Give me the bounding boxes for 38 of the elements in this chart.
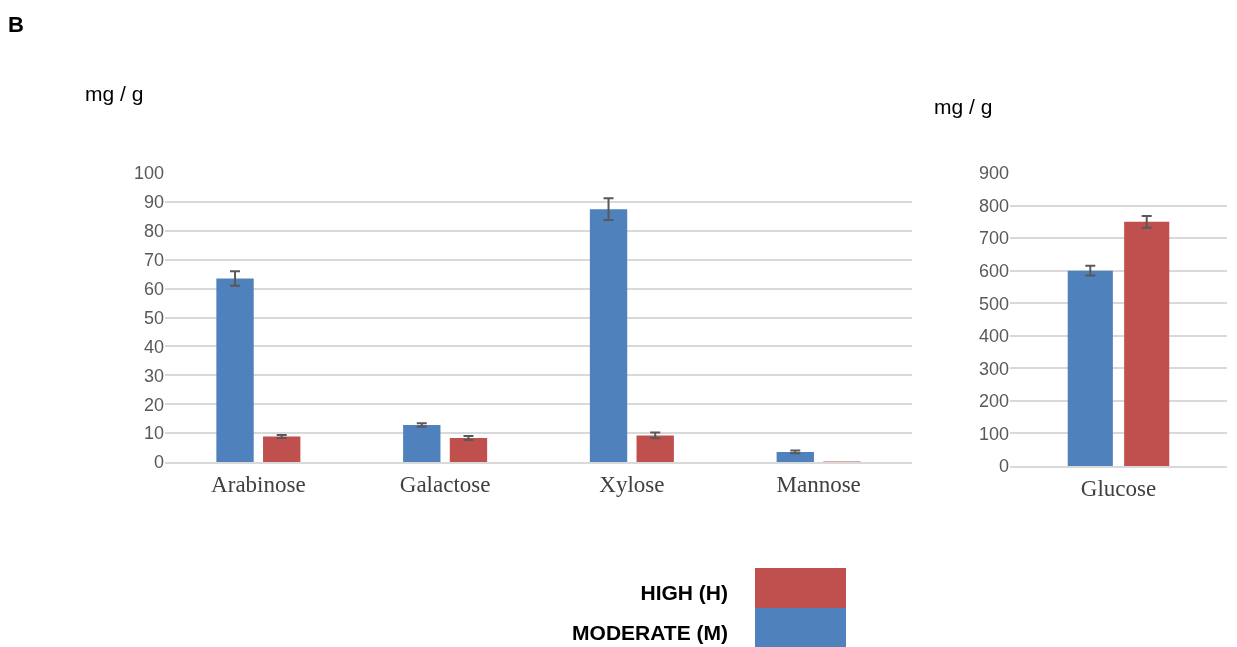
- y-tick-label: 80: [143, 221, 164, 242]
- y-tick-label: 100: [978, 423, 1009, 444]
- y-tick-label: 700: [978, 228, 1009, 249]
- y-tick-label: 0: [998, 456, 1009, 477]
- x-tick-label: Glucose: [1080, 475, 1157, 501]
- bar: [403, 425, 441, 462]
- x-tick-label: Arabinose: [211, 471, 306, 497]
- y-tick-label: 60: [143, 278, 164, 299]
- y-tick-label: 100: [133, 163, 164, 184]
- y-tick-label: 10: [143, 423, 164, 444]
- y-tick-label: 200: [978, 391, 1009, 412]
- x-tick-label: Xylose: [599, 471, 665, 497]
- bar: [263, 436, 301, 462]
- y-axis-title: mg / g: [85, 82, 144, 105]
- legend-label: HIGH (H): [640, 581, 728, 605]
- bar: [776, 451, 814, 462]
- y-tick-label: 600: [978, 260, 1009, 281]
- x-tick-label: Galactose: [399, 471, 491, 497]
- y-tick-label: 20: [143, 394, 164, 415]
- y-tick-label: 50: [143, 307, 164, 328]
- y-tick-label: 0: [153, 452, 164, 473]
- y-tick-label: 30: [143, 365, 164, 386]
- bar: [449, 438, 488, 462]
- y-tick-label: 900: [978, 163, 1009, 184]
- bar: [636, 435, 674, 462]
- y-tick-label: 500: [978, 293, 1009, 314]
- y-tick-label: 800: [978, 195, 1009, 216]
- legend-label: MODERATE (M): [572, 621, 728, 645]
- x-tick-label: Mannose: [776, 471, 861, 497]
- y-tick-label: 400: [978, 326, 1009, 347]
- y-tick-label: 40: [143, 336, 164, 357]
- y-tick-label: 90: [143, 192, 164, 213]
- text: B: [8, 12, 24, 37]
- y-tick-label: 300: [978, 358, 1009, 379]
- y-tick-label: 70: [143, 250, 164, 270]
- y-axis-title: mg / g: [934, 95, 993, 118]
- bar: [216, 278, 254, 462]
- bar: [589, 209, 628, 462]
